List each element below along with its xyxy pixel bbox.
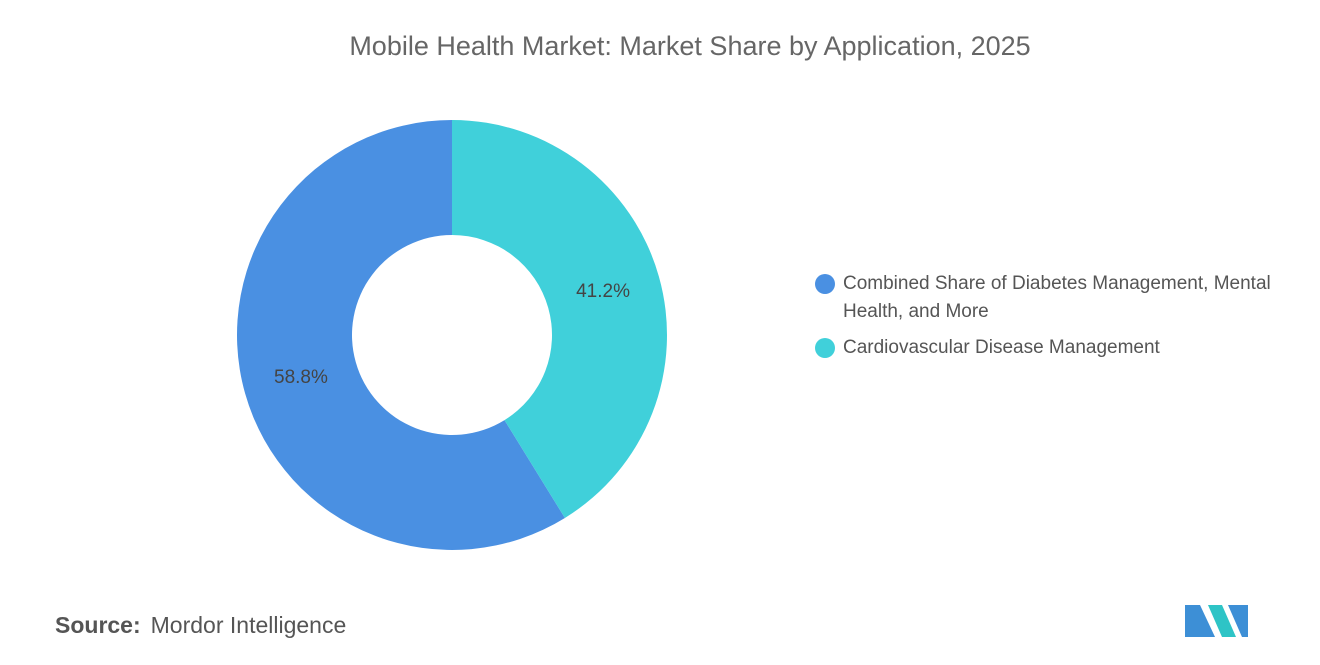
legend: Combined Share of Diabetes Management, M…	[815, 270, 1285, 370]
data-label: 41.2%	[576, 281, 630, 302]
slice	[452, 120, 667, 518]
legend-swatch	[815, 274, 835, 294]
data-label: 58.8%	[274, 367, 328, 388]
legend-label: Combined Share of Diabetes Management, M…	[843, 273, 1271, 322]
source-label: Source:	[55, 612, 141, 638]
slice	[236, 120, 565, 550]
legend-label: Cardiovascular Disease Management	[843, 337, 1160, 358]
legend-swatch	[815, 338, 835, 358]
source: Mordor Intelligence	[150, 612, 347, 638]
legend-item: Cardiovascular Disease Management	[815, 334, 1285, 362]
legend-item: Combined Share of Diabetes Management, M…	[815, 270, 1285, 326]
logo	[1185, 605, 1248, 637]
chart-title: Mobile Health Market: Market Share by Ap…	[349, 31, 1030, 61]
footer: Source: Mordor Intelligence	[55, 612, 346, 639]
